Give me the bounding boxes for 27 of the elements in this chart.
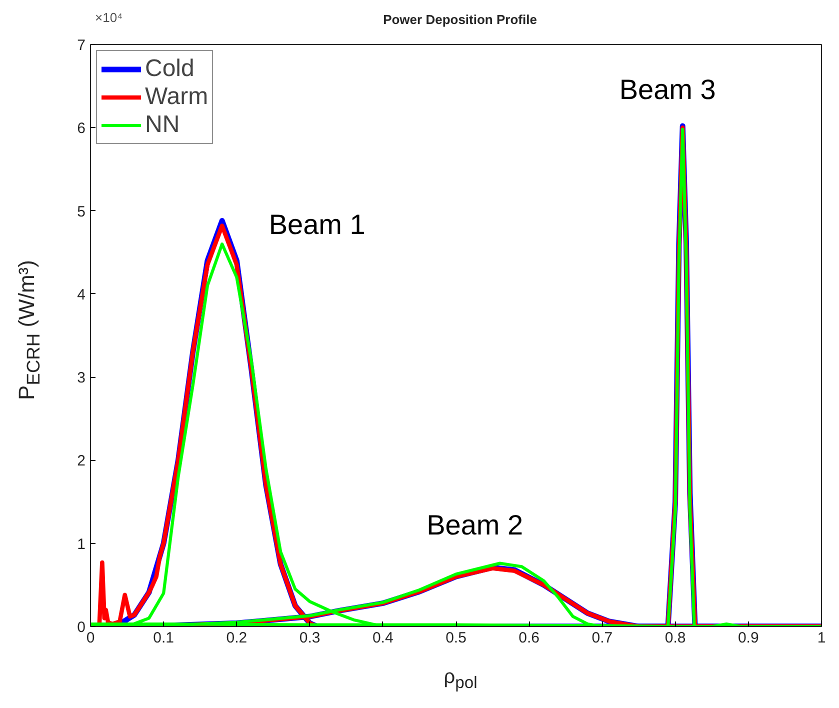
y-tick-label: 7: [77, 37, 86, 54]
x-tick-label: 0.3: [299, 630, 320, 646]
x-tick-label: 0.6: [518, 630, 540, 646]
legend-label: Warm: [145, 83, 208, 111]
x-tick-label: 1: [817, 630, 826, 646]
x-tick-label: 0.8: [664, 630, 686, 646]
x-tick-label: 0.7: [592, 630, 613, 646]
y-tick-label: 3: [77, 370, 86, 387]
legend-label: NN: [145, 111, 180, 139]
y-tick-label: 6: [77, 120, 86, 138]
x-tick-label: 0.9: [738, 630, 759, 646]
x-axis-title: ρ$_{pol}$: [442, 665, 478, 694]
legend-label: Cold: [145, 55, 194, 83]
y-tick-label: 5: [77, 203, 86, 220]
y-tick-label: 4: [77, 286, 86, 304]
x-tick-label: 0.4: [372, 630, 394, 646]
x-tick-label: 0.5: [446, 630, 466, 646]
text: ×10⁴: [95, 9, 123, 27]
annotation: Beam 2: [426, 509, 524, 540]
x-tick-label: 0.2: [226, 630, 248, 646]
y-tick-label: 0: [77, 619, 86, 636]
annotation: Beam 3: [619, 74, 716, 105]
chart-title: Power Deposition Profile: [383, 11, 537, 29]
x-tick-label: 0.1: [153, 630, 174, 646]
y-tick-label: 2: [77, 452, 86, 470]
annotation: Beam 1: [268, 208, 366, 240]
y-tick-label: 1: [77, 536, 86, 553]
